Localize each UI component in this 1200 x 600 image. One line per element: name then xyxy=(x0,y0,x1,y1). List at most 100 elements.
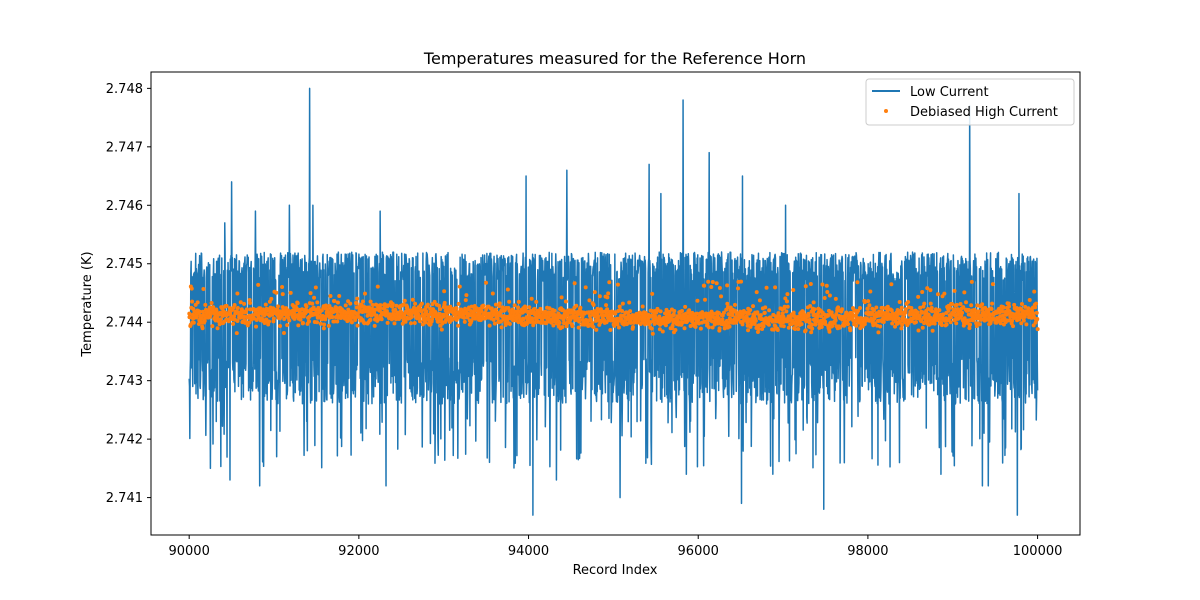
high-current-point xyxy=(1034,310,1039,315)
high-current-point xyxy=(521,317,526,322)
high-current-point xyxy=(808,281,813,286)
high-current-point xyxy=(1016,309,1021,314)
high-current-point xyxy=(1000,309,1004,314)
high-current-point xyxy=(766,322,771,327)
high-current-point xyxy=(896,316,901,321)
high-current-point xyxy=(917,313,922,318)
high-current-point xyxy=(244,307,249,312)
high-current-point xyxy=(836,305,841,310)
high-current-point xyxy=(803,284,808,289)
high-current-point xyxy=(827,293,832,298)
high-current-point xyxy=(961,305,966,310)
high-current-point xyxy=(516,299,521,304)
high-current-point xyxy=(492,321,497,326)
high-current-point xyxy=(454,306,459,311)
high-current-point xyxy=(560,308,565,313)
high-current-point xyxy=(813,322,818,327)
high-current-point xyxy=(608,328,613,333)
high-current-point xyxy=(597,294,602,299)
high-current-point xyxy=(865,306,870,311)
high-current-point xyxy=(980,302,985,307)
y-tick-label: 2.745 xyxy=(106,257,143,272)
high-current-point xyxy=(258,306,263,311)
high-current-point xyxy=(413,301,418,306)
y-axis-label: Temperature (K) xyxy=(80,251,95,357)
chart-title: Temperatures measured for the Reference … xyxy=(423,49,806,68)
high-current-point xyxy=(372,323,377,328)
high-current-point xyxy=(346,307,351,312)
high-current-point xyxy=(534,299,539,304)
high-current-point xyxy=(753,318,758,323)
high-current-point xyxy=(335,319,340,324)
high-current-point xyxy=(462,315,467,320)
high-current-point xyxy=(1035,316,1040,321)
high-current-point xyxy=(745,320,750,325)
high-current-point xyxy=(878,324,883,329)
high-current-point xyxy=(906,300,911,304)
high-current-point xyxy=(368,317,373,322)
high-current-point xyxy=(890,321,895,326)
high-current-point xyxy=(425,302,430,307)
high-current-point xyxy=(727,324,732,329)
high-current-point xyxy=(231,321,236,326)
high-current-point xyxy=(941,312,946,317)
high-current-point xyxy=(384,309,389,314)
high-current-point xyxy=(811,300,816,305)
high-current-point xyxy=(312,295,317,300)
high-current-point xyxy=(494,307,499,312)
high-current-point xyxy=(872,308,876,313)
high-current-point xyxy=(897,300,902,305)
high-current-point xyxy=(565,313,570,318)
high-current-point xyxy=(862,300,867,305)
high-current-point xyxy=(322,322,327,327)
high-current-point xyxy=(311,305,316,310)
high-current-point xyxy=(862,322,867,327)
high-current-point xyxy=(390,301,395,306)
high-current-point xyxy=(948,320,953,325)
high-current-point xyxy=(786,325,791,330)
high-current-point xyxy=(409,321,414,326)
legend-dot-marker xyxy=(884,109,888,113)
high-current-point xyxy=(313,285,318,290)
high-current-point xyxy=(529,296,534,301)
high-current-point xyxy=(875,323,880,328)
high-current-point xyxy=(493,302,498,307)
high-current-point xyxy=(292,311,297,316)
high-current-point xyxy=(671,312,676,317)
high-current-point xyxy=(187,311,192,316)
high-current-point xyxy=(683,304,688,309)
high-current-point xyxy=(853,313,858,318)
high-current-point xyxy=(580,317,585,322)
high-current-point xyxy=(960,310,965,315)
debiased-high-current-series xyxy=(187,279,1040,336)
high-current-point xyxy=(757,298,762,303)
high-current-point xyxy=(933,307,938,312)
high-current-point xyxy=(806,313,811,318)
high-current-point xyxy=(916,328,921,333)
high-current-point xyxy=(484,280,489,285)
high-current-point xyxy=(725,283,730,288)
high-current-point xyxy=(491,317,496,322)
high-current-point xyxy=(235,291,240,296)
high-current-point xyxy=(658,309,663,314)
high-current-point xyxy=(464,293,469,298)
high-current-point xyxy=(754,290,759,295)
high-current-point xyxy=(944,322,949,327)
x-axis-label: Record Index xyxy=(573,563,658,578)
high-current-point xyxy=(833,318,838,323)
high-current-point xyxy=(617,304,622,309)
high-current-point xyxy=(392,321,397,326)
high-current-point xyxy=(920,290,925,295)
high-current-point xyxy=(969,279,974,284)
high-current-point xyxy=(209,301,214,306)
high-current-point xyxy=(248,307,253,312)
high-current-point xyxy=(295,301,300,306)
high-current-point xyxy=(368,299,373,304)
high-current-point xyxy=(736,286,741,291)
high-current-point xyxy=(929,305,934,310)
high-current-point xyxy=(308,291,313,296)
high-current-point xyxy=(605,295,610,300)
high-current-point xyxy=(235,306,240,311)
high-current-point xyxy=(288,290,293,295)
high-current-point xyxy=(343,303,348,308)
